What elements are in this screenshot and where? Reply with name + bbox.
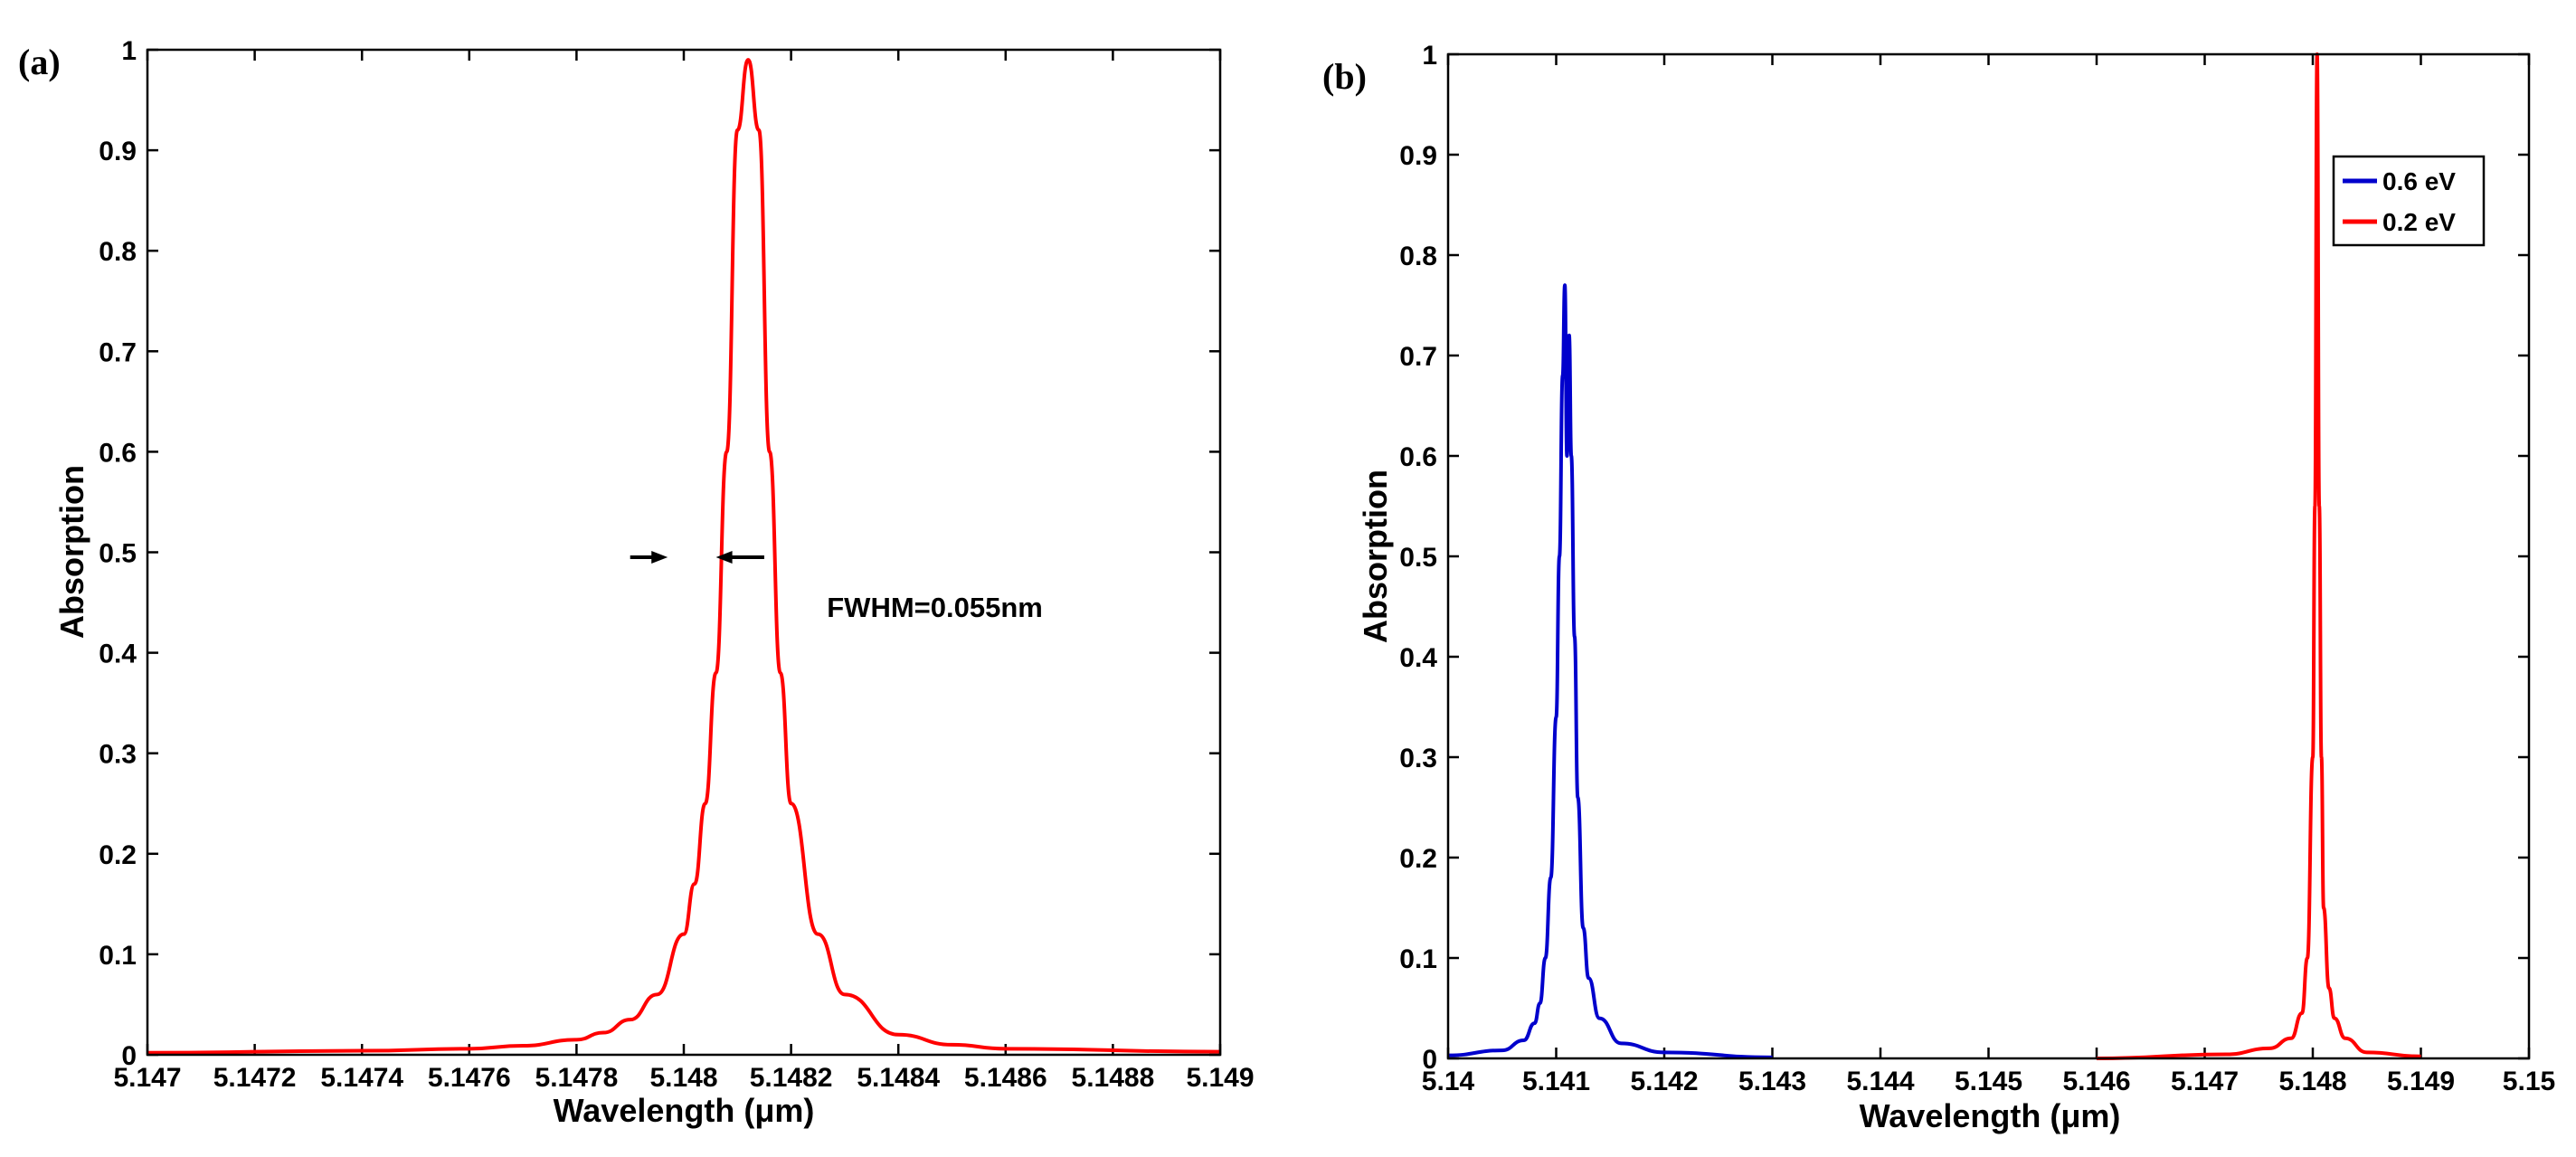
axes-box-a — [146, 48, 1222, 1057]
legend: 0.6 eV 0.2 eV — [2332, 155, 2486, 247]
y-tick-label-a-5: 0.5 — [99, 539, 137, 569]
y-tick-label-b-6: 0.6 — [1399, 442, 1437, 472]
y-tick-label-a-7: 0.7 — [99, 337, 137, 367]
x-axis-label-b: Wavelength (μm) — [1860, 1097, 2121, 1134]
y-tick-label-a-9: 0.9 — [99, 137, 137, 166]
y-tick-label-a-8: 0.8 — [99, 237, 137, 267]
x-tick-label-b-4: 5.144 — [1846, 1067, 1914, 1096]
series-line-b-0-2-ev — [2096, 52, 2421, 1060]
x-tick-label-b-6: 5.146 — [2062, 1067, 2130, 1096]
x-tick-label-b-0: 5.14 — [1422, 1067, 1475, 1096]
fwhm-label: FWHM=0.055nm — [827, 592, 1043, 623]
y-tick-label-b-5: 0.5 — [1399, 543, 1437, 573]
x-tick-label-a-0: 5.147 — [113, 1063, 181, 1093]
x-tick-label-a-2: 5.1474 — [320, 1063, 403, 1093]
y-tick-label-a-2: 0.2 — [99, 840, 137, 870]
legend-box — [2332, 155, 2486, 247]
y-axis-label-a: Absorption — [53, 465, 90, 639]
ticks-a: 5.147 5.1472 5.1474 5.1476 5.1478 5.148 5.1482… — [99, 36, 1254, 1093]
panel-label-b: (b) — [1322, 56, 1367, 97]
x-tick-label-a-1: 5.1472 — [213, 1063, 297, 1093]
y-tick-label-b-7: 0.7 — [1399, 342, 1437, 372]
x-tick-label-a-6: 5.1482 — [750, 1063, 833, 1093]
x-tick-label-b-9: 5.149 — [2387, 1067, 2455, 1096]
x-tick-label-b-10: 5.15 — [2503, 1067, 2555, 1096]
y-tick-label-a-1: 0.1 — [99, 941, 137, 971]
axes-box-b — [1446, 52, 2531, 1060]
panel-label-a: (a) — [18, 42, 61, 82]
x-tick-label-b-3: 5.143 — [1738, 1067, 1806, 1096]
series-line-a-absorption — [147, 58, 1221, 1055]
x-tick-label-a-4: 5.1478 — [535, 1063, 619, 1093]
x-tick-label-b-5: 5.145 — [1955, 1067, 2022, 1096]
fwhm-arrow-left-head — [651, 551, 668, 564]
y-axis-label-b: Absorption — [1357, 469, 1394, 643]
y-tick-label-b-9: 0.9 — [1399, 141, 1437, 171]
ticks-b: 5.14 5.141 5.142 5.143 5.144 5.145 5.146 5.147 5… — [1399, 41, 2555, 1096]
y-tick-label-a-0: 0 — [121, 1041, 137, 1071]
series-group-b — [1447, 52, 2421, 1060]
x-tick-label-a-7: 5.1484 — [857, 1063, 940, 1093]
y-tick-label-a-6: 0.6 — [99, 438, 137, 468]
y-tick-label-b-2: 0.2 — [1399, 844, 1437, 874]
y-tick-label-a-4: 0.4 — [99, 640, 137, 669]
fwhm-arrow-right-head — [715, 551, 733, 564]
series-line-b-0-6-ev — [1447, 283, 1773, 1059]
legend-label-0.2ev: 0.2 eV — [2382, 208, 2456, 236]
x-tick-label-b-1: 5.141 — [1522, 1067, 1590, 1096]
y-tick-label-b-3: 0.3 — [1399, 744, 1437, 773]
y-tick-label-a-3: 0.3 — [99, 740, 137, 770]
y-tick-label-b-1: 0.1 — [1399, 944, 1437, 974]
y-tick-label-a-10: 1 — [121, 36, 137, 66]
fwhm-annotation: FWHM=0.055nm — [630, 551, 1043, 623]
y-tick-label-b-10: 1 — [1422, 41, 1437, 71]
x-tick-label-b-2: 5.142 — [1630, 1067, 1698, 1096]
x-tick-label-a-3: 5.1476 — [428, 1063, 511, 1093]
x-axis-label-a: Wavelength (μm) — [554, 1092, 815, 1129]
x-tick-label-b-8: 5.148 — [2278, 1067, 2346, 1096]
chart-panel-b: (b) 5.14 5.141 5.142 5.143 5.144 5.145 5.146 5.… — [1322, 41, 2555, 1134]
x-tick-label-b-7: 5.147 — [2171, 1067, 2239, 1096]
chart-panel-a: (a) 5.147 5.1472 5.1474 5.1476 5.1478 5.148 5.… — [18, 36, 1255, 1129]
y-tick-label-b-8: 0.8 — [1399, 242, 1437, 271]
x-tick-label-a-9: 5.1488 — [1072, 1063, 1155, 1093]
legend-label-0.6ev: 0.6 eV — [2382, 167, 2456, 195]
x-tick-label-a-10: 5.149 — [1186, 1063, 1254, 1093]
series-group-a — [147, 58, 1221, 1055]
x-tick-label-a-8: 5.1486 — [964, 1063, 1047, 1093]
y-tick-label-b-0: 0 — [1422, 1045, 1437, 1075]
y-tick-label-b-4: 0.4 — [1399, 643, 1437, 673]
x-tick-label-a-5: 5.148 — [649, 1063, 717, 1093]
